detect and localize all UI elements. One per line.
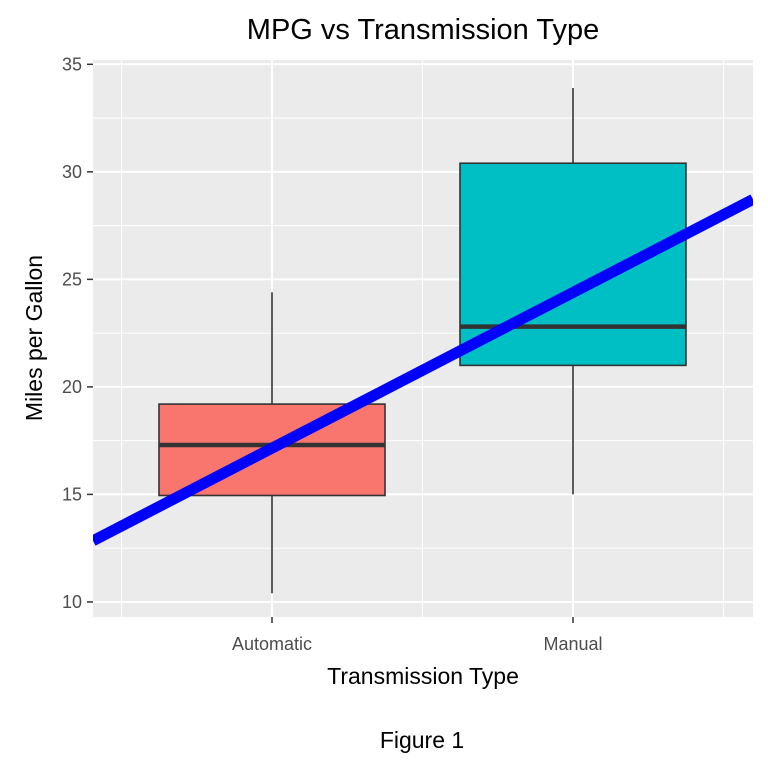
tick-labels: 10 15 20 25 30 35 Automatic Manual — [62, 54, 603, 654]
box-automatic — [158, 292, 386, 594]
figure-caption: Figure 1 — [380, 727, 464, 753]
y-tick-label: 15 — [62, 484, 82, 504]
x-axis-title: Transmission Type — [327, 663, 519, 689]
y-tick-label: 25 — [62, 269, 82, 289]
axis-ticks — [87, 63, 574, 623]
boxes — [158, 87, 687, 594]
y-tick-label: 20 — [62, 377, 82, 397]
y-tick-label: 30 — [62, 162, 82, 182]
y-tick-label: 10 — [62, 592, 82, 612]
chart-title: MPG vs Transmission Type — [247, 14, 599, 46]
y-tick-label: 35 — [62, 54, 82, 74]
trend-line — [93, 194, 753, 546]
trend-line-group — [93, 194, 753, 546]
x-tick-label: Automatic — [232, 634, 312, 654]
x-tick-label: Manual — [543, 634, 602, 654]
y-axis-title: Miles per Gallon — [21, 255, 47, 421]
